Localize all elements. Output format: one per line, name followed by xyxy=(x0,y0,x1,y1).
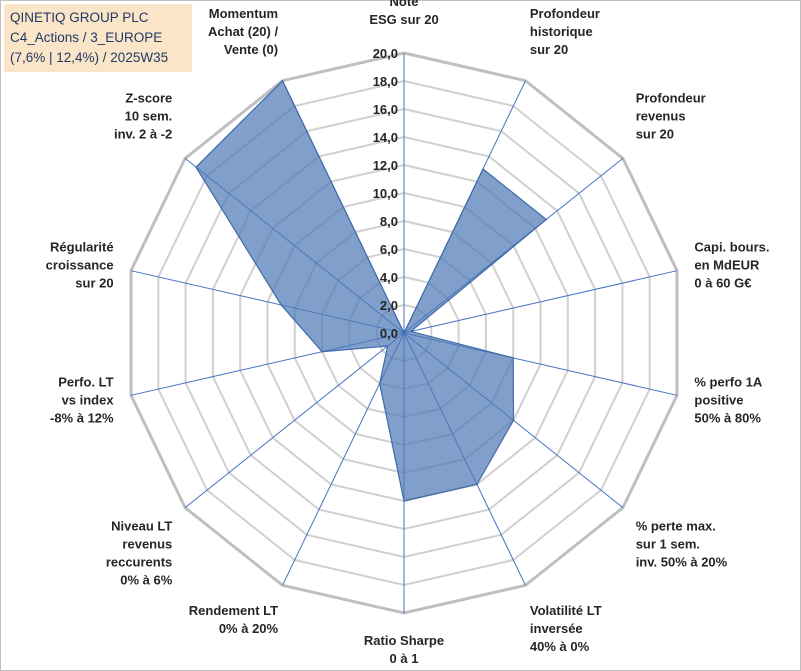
axis-label-line: sur 20 xyxy=(530,42,568,57)
axis-label-line: historique xyxy=(530,24,593,39)
axis-label: Perfo. LT vs index -8% à 12% xyxy=(50,375,114,426)
axis-label: Profondeur revenus sur 20 xyxy=(636,91,706,142)
axis-label-line: inv. 2 à -2 xyxy=(114,127,172,142)
axis-label: % perte max. sur 1 sem. inv. 50% à 20% xyxy=(636,519,728,570)
axis-label-line: 0 à 1 xyxy=(390,651,419,666)
axis-label-line: revenus xyxy=(122,537,172,552)
axis-label-line: Rendement LT xyxy=(189,603,278,618)
axis-labels: Note ESG sur 20 Profondeur historique sur 20… xyxy=(46,0,770,666)
axis-label: Momentum Achat (20) / Vente (0) xyxy=(208,6,278,57)
axis-label: Note ESG sur 20 xyxy=(369,0,438,27)
radar-series xyxy=(195,79,548,502)
axis-label-line: 40% à 0% xyxy=(530,639,590,654)
axis-label-line: revenus xyxy=(636,109,686,124)
axis-spoke xyxy=(184,332,405,508)
tick-label: 14,0 xyxy=(373,130,398,145)
tick-label: 20,0 xyxy=(373,46,398,61)
axis-label: Z-score 10 sem. inv. 2 à -2 xyxy=(114,91,172,142)
axis-label-line: sur 20 xyxy=(636,127,674,142)
tick-label: 8,0 xyxy=(380,214,398,229)
tick-label: 16,0 xyxy=(373,102,398,117)
axis-label-line: Niveau LT xyxy=(111,519,172,534)
axis-label-line: Profondeur xyxy=(636,91,706,106)
axis-label-line: Capi. bours. xyxy=(694,239,769,254)
axis-label-line: 0 à 60 G€ xyxy=(694,275,751,290)
chart-title-line2: C4_Actions / 3_EUROPE xyxy=(10,30,163,45)
axis-label-line: reccurents xyxy=(106,555,172,570)
axis-label-line: Momentum xyxy=(209,6,278,21)
axis-label-line: 50% à 80% xyxy=(694,411,761,426)
tick-label: 2,0 xyxy=(380,298,398,313)
axis-label-line: croissance xyxy=(46,257,114,272)
axis-label-line: Vente (0) xyxy=(224,42,278,57)
axis-spoke xyxy=(403,270,678,334)
axis-label: Ratio Sharpe 0 à 1 xyxy=(364,633,444,666)
axis-label-line: 0% à 6% xyxy=(120,573,172,588)
axis-label-line: ESG sur 20 xyxy=(369,12,438,27)
axis-label: Niveau LT revenus reccurents 0% à 6% xyxy=(106,519,173,588)
axis-label-line: inversée xyxy=(530,621,583,636)
axis-label: % perfo 1A positive 50% à 80% xyxy=(694,375,763,426)
axis-label-line: Régularité xyxy=(50,239,114,254)
axis-label-line: sur 1 sem. xyxy=(636,537,700,552)
chart-title-line1: QINETIQ GROUP PLC xyxy=(10,10,149,25)
axis-label: Capi. bours. en MdEUR 0 à 60 G€ xyxy=(694,239,769,290)
axis-label-line: Z-score xyxy=(125,91,172,106)
axis-label-line: Note xyxy=(390,0,419,9)
axis-label: Volatilité LT inversée 40% à 0% xyxy=(530,603,602,654)
axis-label-line: % perte max. xyxy=(636,519,716,534)
axis-label-line: sur 20 xyxy=(75,275,113,290)
axis-label-line: Ratio Sharpe xyxy=(364,633,444,648)
axis-label-line: % perfo 1A xyxy=(694,375,763,390)
tick-label: 18,0 xyxy=(373,74,398,89)
tick-label: 6,0 xyxy=(380,242,398,257)
axis-label-line: en MdEUR xyxy=(694,257,760,272)
axis-label-line: vs index xyxy=(62,393,115,408)
axis-label-line: inv. 50% à 20% xyxy=(636,555,728,570)
axis-label-line: Achat (20) / xyxy=(208,24,278,39)
axis-label: Profondeur historique sur 20 xyxy=(530,6,600,57)
chart-title-line3: (7,6% | 12,4%) / 2025W35 xyxy=(10,50,169,65)
axis-label-line: Volatilité LT xyxy=(530,603,602,618)
chart-title-box: QINETIQ GROUP PLC C4_Actions / 3_EUROPE … xyxy=(4,4,192,72)
axis-label-line: -8% à 12% xyxy=(50,411,114,426)
axis-label-line: 10 sem. xyxy=(125,109,173,124)
tick-label: 10,0 xyxy=(373,186,398,201)
axis-label: Rendement LT 0% à 20% xyxy=(189,603,279,636)
axis-label-line: Perfo. LT xyxy=(58,375,113,390)
tick-label: 4,0 xyxy=(380,270,398,285)
axis-label-line: 0% à 20% xyxy=(219,621,279,636)
axis-label-line: positive xyxy=(694,393,743,408)
tick-label: 12,0 xyxy=(373,158,398,173)
radial-tick-labels: 0,0 2,0 4,0 6,0 8,0 10,0 12,0 14,0 16,0 18,0 20,0 xyxy=(373,46,398,341)
tick-label: 0,0 xyxy=(380,326,398,341)
axis-label: Régularité croissance sur 20 xyxy=(46,239,114,290)
axis-label-line: Profondeur xyxy=(530,6,600,21)
